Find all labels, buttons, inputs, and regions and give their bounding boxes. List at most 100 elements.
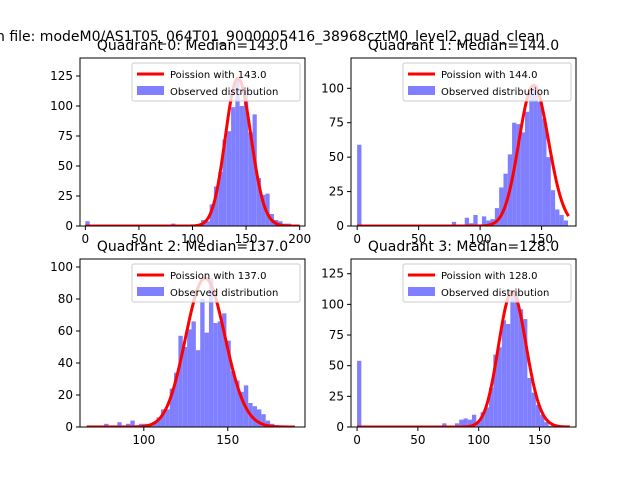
histogram-bar (546, 157, 551, 226)
histogram-bar (130, 420, 135, 427)
histogram-bar (243, 90, 249, 226)
y-tick-label: 125 (321, 267, 344, 281)
legend-label-observed: Observed distribution (441, 288, 549, 299)
legend-box (131, 263, 301, 303)
y-tick-label: 25 (329, 389, 344, 403)
legend: Poission with 128.0 Observed distribution (402, 263, 572, 303)
histogram-bar (195, 350, 201, 427)
x-tick-label: 0 (353, 232, 361, 246)
histogram-bar (235, 78, 240, 226)
histogram-bar (518, 309, 524, 427)
histogram-bar (550, 190, 556, 226)
histogram-bar (239, 106, 244, 226)
axes-frame (350, 258, 577, 428)
histogram-bar (484, 407, 490, 427)
x-tick-label: 100 (467, 433, 490, 447)
y-tick-label: 125 (50, 69, 73, 83)
histogram-bar (472, 414, 477, 427)
histogram-bar (501, 320, 507, 427)
x-tick-label: 100 (132, 433, 155, 447)
histogram-bar (533, 85, 538, 226)
histogram-bar (208, 278, 214, 427)
y-tick-label: 75 (329, 116, 344, 130)
legend-box (402, 62, 572, 102)
histogram-bar (85, 221, 90, 226)
histogram-bar (261, 414, 266, 427)
histogram-bar (559, 214, 564, 226)
subplot-title: Quadrant 1: Median=144.0 (368, 38, 559, 54)
y-tick-label: 100 (321, 297, 344, 311)
histogram-bar (200, 299, 205, 427)
histogram-bar (357, 144, 362, 226)
histogram-bar (213, 186, 219, 226)
y-tick-label: 25 (329, 185, 344, 199)
subplot-title: Quadrant 2: Median=137.0 (97, 239, 288, 255)
y-tick-label: 20 (58, 388, 73, 402)
x-tick-label: 200 (288, 232, 311, 246)
plot-area (86, 276, 295, 427)
histogram-bar (463, 418, 468, 427)
histogram-bar (191, 321, 196, 427)
histogram-bar (467, 419, 473, 427)
histogram-bar (156, 417, 161, 427)
y-tick-label: 50 (58, 159, 73, 173)
histogram-bar (506, 323, 511, 427)
subplot-title: Quadrant 3: Median=128.0 (368, 239, 559, 255)
histogram-bar (493, 354, 498, 427)
y-tick-label: 40 (58, 356, 73, 370)
x-tick-label: 100 (469, 232, 492, 246)
y-tick-label: 50 (329, 150, 344, 164)
x-tick-label: 150 (235, 232, 258, 246)
y-tick-label: 0 (336, 420, 344, 434)
legend-box (131, 62, 301, 102)
histogram-bar (252, 114, 257, 226)
histogram-bar (529, 86, 534, 226)
histogram-bar (510, 295, 515, 427)
histogram-bar (473, 214, 478, 226)
legend-bar-swatch (408, 86, 435, 95)
histogram-bar (503, 173, 508, 226)
histogram-bar (226, 131, 232, 226)
legend: Poission with 144.0 Observed distribution (402, 62, 572, 102)
histogram-bar (265, 193, 270, 226)
y-tick-label: 100 (50, 260, 73, 274)
axes-frame (79, 258, 306, 428)
histogram-bar (226, 340, 231, 427)
histogram-bar (476, 422, 481, 427)
subplot-1: 0 50 100 150 0 25 50 75 100 Quadrant 1: Median=14… (321, 38, 577, 246)
histogram-bar (182, 347, 188, 427)
histogram-bar (218, 172, 223, 226)
legend-label-observed: Observed distribution (441, 87, 549, 98)
axes-frame (350, 57, 577, 227)
histogram-bar (514, 292, 519, 427)
histogram-bar (486, 220, 491, 226)
histogram-bar (222, 313, 227, 427)
histogram-bar (230, 371, 236, 427)
histogram-bar (537, 102, 543, 226)
histogram-bar (256, 409, 262, 427)
legend-label-poisson: Poission with 128.0 (441, 271, 537, 282)
y-tick-label: 100 (50, 99, 73, 113)
histogram-bar (527, 377, 532, 427)
x-tick-label: 0 (82, 232, 90, 246)
legend-label-poisson: Poission with 143.0 (170, 70, 266, 81)
x-tick-label: 50 (411, 232, 426, 246)
histogram-bar (494, 208, 500, 226)
y-tick-label: 80 (58, 292, 73, 306)
histogram-bar (357, 360, 362, 427)
histogram-bar (235, 380, 240, 427)
histogram-bar (497, 347, 502, 427)
legend-label-poisson: Poission with 144.0 (441, 70, 537, 81)
histogram-bar (117, 422, 122, 427)
histogram-bar (174, 372, 179, 427)
histogram-bar (209, 204, 214, 226)
histogram-bar (454, 423, 460, 427)
histogram-bar (160, 409, 166, 427)
legend-box (402, 263, 572, 303)
histogram-bar (481, 216, 487, 226)
histogram-bar (126, 423, 131, 427)
histogram-bar (217, 321, 223, 427)
histogram-bar (252, 406, 257, 427)
x-tick-label: 150 (528, 433, 551, 447)
